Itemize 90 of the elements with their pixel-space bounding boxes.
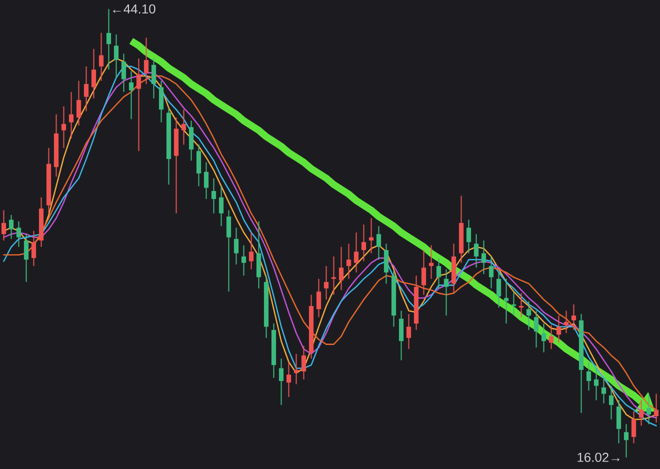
- candlestick: [174, 117, 179, 214]
- candlestick: [204, 162, 209, 200]
- candlestick: [586, 361, 592, 392]
- candlestick: [346, 243, 352, 280]
- annotation: 16.02→: [578, 452, 620, 462]
- candlestick: [384, 243, 389, 284]
- candlestick: [68, 91, 74, 139]
- candlestick: [308, 294, 314, 360]
- candlestick: [54, 114, 59, 178]
- candlestick: [578, 313, 584, 414]
- candlestick: [376, 226, 382, 260]
- candlestick: [616, 400, 622, 444]
- candlestick: [218, 186, 224, 227]
- candlestick: [368, 218, 374, 254]
- candlestick: [391, 270, 396, 328]
- candlestick: [106, 8, 112, 70]
- candlestick: [458, 195, 464, 264]
- candlestick: [136, 58, 142, 152]
- candlestick: [16, 220, 22, 248]
- candlestick: [518, 292, 524, 318]
- candlestick: [571, 304, 576, 330]
- candlestick: [226, 210, 232, 292]
- candlestick: [38, 196, 44, 248]
- candlestick: [451, 243, 456, 294]
- candlestick: [294, 353, 299, 385]
- candlestick: [421, 250, 426, 296]
- candlestick: [541, 323, 546, 353]
- candlestick: [248, 232, 254, 270]
- candlestick: [128, 70, 134, 120]
- candlestick: [98, 32, 104, 82]
- candlestick: [354, 232, 359, 273]
- candlestick: [638, 400, 644, 426]
- candlestick: [428, 244, 434, 280]
- candlestick: [534, 310, 539, 348]
- candlestick: [144, 37, 149, 85]
- candlestick: [1, 210, 6, 241]
- candlestick: [8, 214, 14, 240]
- candlestick: [46, 147, 52, 214]
- candlestick: [548, 324, 554, 350]
- candlestick: [84, 66, 89, 112]
- candlestick: [234, 227, 239, 265]
- candlestick: [444, 268, 449, 316]
- candlestick: [594, 368, 599, 401]
- candlestick: [114, 34, 119, 78]
- candlestick: [646, 393, 652, 425]
- candlestick: [496, 272, 502, 308]
- candlestick: [271, 323, 276, 378]
- candlestick: [316, 278, 322, 318]
- candlestick: [436, 258, 442, 289]
- candlestick: [414, 275, 419, 330]
- candlestick: [91, 48, 96, 99]
- candlestick: [361, 224, 366, 262]
- candlestick: [624, 424, 629, 458]
- candlestick: [256, 220, 262, 289]
- candlestick: [398, 310, 404, 361]
- candlestick: [151, 58, 156, 99]
- candlestick: [158, 80, 164, 123]
- candlestick: [61, 106, 66, 148]
- candlestick: [481, 240, 486, 275]
- candlestick: [526, 300, 532, 330]
- candlestick: [286, 361, 292, 398]
- candlestick: [264, 275, 269, 338]
- candlestick: [241, 244, 246, 276]
- candlestick: [121, 53, 126, 92]
- candlestick: [601, 377, 606, 404]
- candlestick: [181, 109, 186, 146]
- candlestick: [331, 256, 336, 296]
- candlestick: [76, 80, 82, 126]
- candlestick: [338, 246, 344, 290]
- candlestick: [166, 107, 172, 186]
- candlestick: [196, 144, 202, 187]
- candlestick: [654, 393, 659, 424]
- candlestick: [406, 313, 412, 350]
- candlestick: [511, 291, 516, 316]
- annotation: ←44.10: [113, 4, 156, 14]
- candlestick: [211, 178, 216, 214]
- candlestick: [301, 345, 306, 380]
- candlestick: [24, 234, 29, 283]
- candlestick: [324, 266, 329, 300]
- candlestick: [466, 219, 472, 254]
- candlestick: [504, 278, 509, 324]
- candlestick: [278, 358, 284, 406]
- candlestick: [31, 230, 36, 267]
- candlestick: [608, 385, 614, 420]
- candlestick: [631, 410, 636, 444]
- candlestick: [474, 234, 479, 268]
- candlestick: [188, 120, 194, 162]
- candlestick: [564, 310, 569, 334]
- candlestick: [556, 315, 562, 344]
- candlestick: [488, 256, 494, 289]
